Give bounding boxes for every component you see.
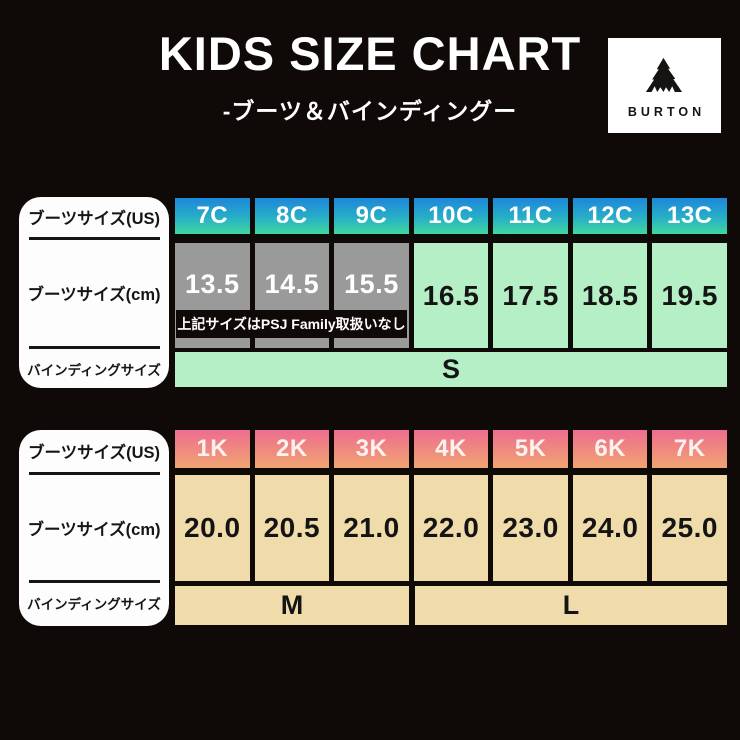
size-table-kids: ブーツサイズ(US) ブーツサイズ(cm) バインディングサイズ 1K 2K 3K 4… (19, 430, 728, 626)
us-size-cell: 11C (493, 198, 568, 234)
cm-size-row: 上記サイズはPSJ Family取扱いなし 13.5 14.5 15.5 16.5 17… (175, 243, 728, 348)
us-size-cell: 8C (254, 198, 330, 234)
cm-size-cell: 20.5 (254, 475, 330, 581)
cm-size-row: 20.0 20.5 21.0 22.0 23.0 24.0 25.0 (175, 475, 728, 581)
divider (29, 346, 160, 349)
cm-size-cell: 25.0 (652, 475, 728, 581)
size-table-child: ブーツサイズ(US) ブーツサイズ(cm) バインディングサイズ 7C 8C 9C 1… (19, 197, 728, 388)
us-size-cell: 12C (572, 198, 648, 234)
label-binding-size: バインディングサイズ (27, 362, 161, 378)
page-title: KIDS SIZE CHART (158, 27, 582, 80)
label-boot-size-us: ブーツサイズ(US) (27, 210, 161, 228)
cm-size-cell: 24.0 (572, 475, 648, 581)
divider (29, 580, 160, 583)
table-columns: 7C 8C 9C 10C 11C 12C 13C 上記サイズはPSJ Family取扱いなし… (175, 197, 728, 388)
divider (29, 237, 160, 240)
us-size-cell: 10C (413, 198, 489, 234)
table-columns: 1K 2K 3K 4K 5K 6K 7K 20.0 20.5 21.0 22.0 23.0 24.0 2… (175, 430, 728, 626)
mountain-icon (645, 57, 682, 92)
divider (29, 472, 160, 475)
us-size-cell: 13C (652, 198, 728, 234)
page-subtitle: -ブーツ＆バインディングー (222, 98, 518, 124)
cm-size-cell: 18.5 (572, 243, 648, 348)
cm-size-cell: 23.0 (493, 475, 568, 581)
binding-size-l: L (415, 586, 727, 625)
cm-size-cell: 21.0 (334, 475, 409, 581)
us-size-cell: 7K (652, 430, 728, 468)
binding-size-s: S (175, 352, 727, 387)
us-size-cell: 5K (493, 430, 568, 468)
cm-size-cell: 17.5 (493, 243, 568, 348)
us-size-cell: 7C (175, 198, 250, 234)
binding-size-m: M (175, 586, 409, 625)
us-size-cell: 2K (254, 430, 330, 468)
us-size-cell: 4K (413, 430, 489, 468)
label-boot-size-cm: ブーツサイズ(cm) (27, 520, 161, 539)
cm-size-cell: 19.5 (652, 243, 728, 348)
us-size-row: 1K 2K 3K 4K 5K 6K 7K (175, 430, 728, 468)
label-boot-size-cm: ブーツサイズ(cm) (27, 286, 161, 304)
us-size-cell: 3K (334, 430, 409, 468)
us-size-cell: 9C (334, 198, 409, 234)
us-size-cell: 1K (175, 430, 250, 468)
us-size-row: 7C 8C 9C 10C 11C 12C 13C (175, 198, 728, 234)
brand-name: BURTON (627, 104, 706, 119)
us-size-cell: 6K (572, 430, 648, 468)
cm-size-cell: 22.0 (413, 475, 489, 581)
availability-note: 上記サイズはPSJ Family取扱いなし (176, 310, 407, 338)
label-column: ブーツサイズ(US) ブーツサイズ(cm) バインディングサイズ (19, 197, 169, 388)
label-binding-size: バインディングサイズ (27, 597, 161, 612)
label-column: ブーツサイズ(US) ブーツサイズ(cm) バインディングサイズ (19, 430, 169, 626)
cm-size-cell: 20.0 (175, 475, 250, 581)
burton-logo: BURTON (608, 38, 721, 133)
label-boot-size-us: ブーツサイズ(US) (27, 443, 161, 462)
cm-size-cell: 16.5 (413, 243, 489, 348)
